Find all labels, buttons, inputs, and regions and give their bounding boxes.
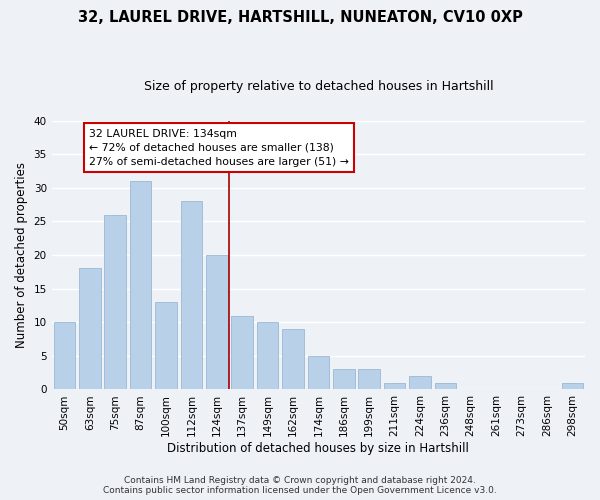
Bar: [257, 322, 278, 390]
Bar: [53, 322, 75, 390]
Bar: [308, 356, 329, 390]
Bar: [181, 201, 202, 390]
Bar: [358, 370, 380, 390]
Bar: [562, 382, 583, 390]
Bar: [155, 302, 177, 390]
Bar: [206, 255, 227, 390]
Title: Size of property relative to detached houses in Hartshill: Size of property relative to detached ho…: [143, 80, 493, 93]
Bar: [282, 329, 304, 390]
Bar: [79, 268, 101, 390]
Bar: [232, 316, 253, 390]
Bar: [104, 214, 126, 390]
Text: Contains HM Land Registry data © Crown copyright and database right 2024.
Contai: Contains HM Land Registry data © Crown c…: [103, 476, 497, 495]
Bar: [434, 382, 456, 390]
X-axis label: Distribution of detached houses by size in Hartshill: Distribution of detached houses by size …: [167, 442, 469, 455]
Y-axis label: Number of detached properties: Number of detached properties: [15, 162, 28, 348]
Bar: [130, 181, 151, 390]
Bar: [333, 370, 355, 390]
Bar: [384, 382, 406, 390]
Bar: [409, 376, 431, 390]
Text: 32 LAUREL DRIVE: 134sqm
← 72% of detached houses are smaller (138)
27% of semi-d: 32 LAUREL DRIVE: 134sqm ← 72% of detache…: [89, 128, 349, 166]
Text: 32, LAUREL DRIVE, HARTSHILL, NUNEATON, CV10 0XP: 32, LAUREL DRIVE, HARTSHILL, NUNEATON, C…: [77, 10, 523, 25]
